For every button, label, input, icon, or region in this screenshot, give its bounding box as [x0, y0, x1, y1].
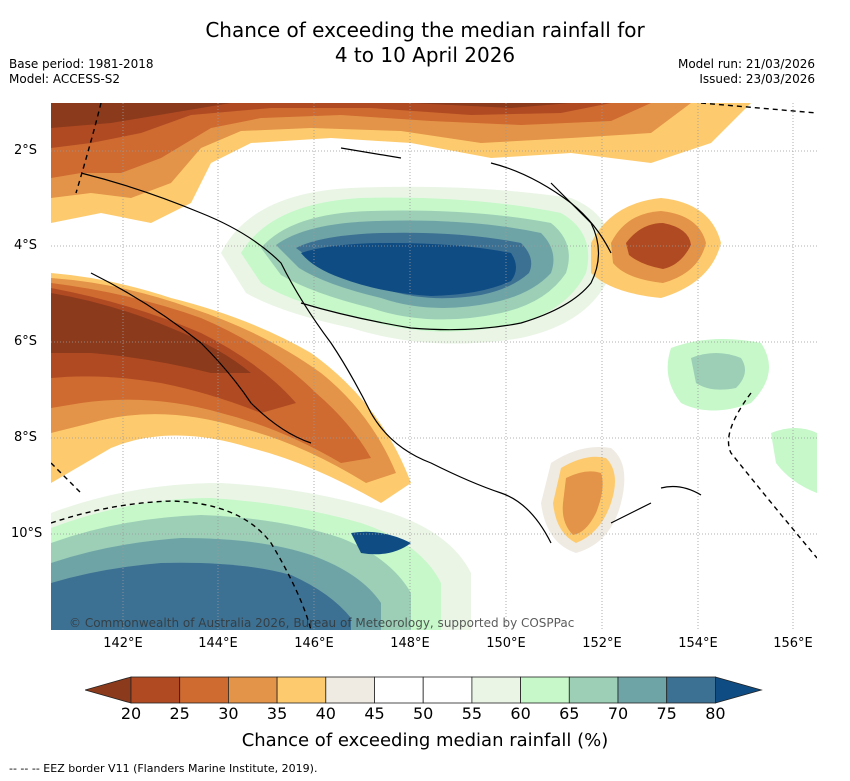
- colorbar-segment: [276, 676, 327, 704]
- colorbar-segment: [520, 676, 570, 704]
- colorbar-tick-label: 35: [266, 704, 288, 723]
- lon-label-144e: 144°E: [198, 636, 238, 651]
- lat-label-4s: 4°S: [14, 238, 38, 253]
- colorbar-extend-low: [83, 676, 132, 704]
- lon-label-154e: 154°E: [678, 636, 718, 651]
- colorbar-tick-label: 45: [364, 704, 385, 723]
- colorbar-segment: [374, 676, 424, 704]
- copyright-notice: © Commonwealth of Australia 2026, Bureau…: [69, 616, 575, 630]
- colorbar-segment: [471, 676, 521, 704]
- colorbar-tick-label: 25: [169, 704, 190, 723]
- lon-label-152e: 152°E: [582, 636, 622, 651]
- region-above-80: [301, 243, 516, 296]
- meta-left: Base period: 1981-2018 Model: ACCESS-S2: [9, 57, 154, 87]
- colorbar-tick-label: 75: [656, 704, 677, 723]
- colorbar-tick-label: 30: [218, 704, 239, 723]
- title-line-2: 4 to 10 April 2026: [334, 43, 516, 67]
- issued-date: Issued: 23/03/2026: [699, 72, 815, 86]
- model-name: Model: ACCESS-S2: [9, 72, 121, 86]
- colorbar-tick-label: 80: [705, 704, 726, 723]
- colorbar-tick-label: 70: [607, 704, 629, 723]
- map-canvas: [51, 103, 817, 630]
- base-period: Base period: 1981-2018: [9, 57, 154, 71]
- colorbar-tick-label: 65: [559, 704, 580, 723]
- title-line-1: Chance of exceeding the median rainfall …: [205, 18, 645, 42]
- colorbar-svg: [83, 676, 763, 704]
- colorbar: [83, 674, 767, 710]
- colorbar-segment: [422, 676, 473, 704]
- colorbar-segment: [666, 676, 716, 704]
- model-run: Model run: 21/03/2026: [677, 57, 815, 71]
- colorbar-extend-high: [715, 676, 763, 704]
- colorbar-tick-label: 60: [510, 704, 531, 723]
- colorbar-label: Chance of exceeding median rainfall (%): [241, 730, 609, 751]
- rainfall-map: © Commonwealth of Australia 2026, Bureau…: [51, 103, 817, 630]
- map-title: Chance of exceeding the median rainfall …: [0, 18, 850, 68]
- lon-label-146e: 146°E: [294, 636, 334, 651]
- lat-label-6s: 6°S: [14, 334, 38, 349]
- colorbar-segment: [325, 676, 375, 704]
- meta-right: Model run: 21/03/2026 Issued: 23/03/2026: [678, 57, 815, 87]
- lat-label-8s: 8°S: [14, 430, 38, 445]
- colorbar-segment: [617, 676, 668, 704]
- colorbar-tick-label: 55: [461, 704, 483, 723]
- lat-label-10s: 10°S: [11, 526, 43, 541]
- colorbar-tick-label: 20: [120, 704, 142, 723]
- colorbar-segment: [568, 676, 619, 704]
- lon-label-148e: 148°E: [390, 636, 430, 651]
- colorbar-segment: [130, 676, 181, 704]
- eez-legend-note: -- -- -- EEZ border V11 (Flanders Marine…: [9, 762, 318, 775]
- colorbar-segment: [227, 676, 278, 704]
- lon-label-142e: 142°E: [103, 636, 143, 651]
- colorbar-tick-label: 40: [315, 704, 336, 723]
- colorbar-tick-label: 50: [413, 704, 434, 723]
- colorbar-segment: [179, 676, 229, 704]
- lon-label-156e: 156°E: [773, 636, 813, 651]
- lon-label-150e: 150°E: [486, 636, 526, 651]
- lat-label-2s: 2°S: [14, 143, 38, 158]
